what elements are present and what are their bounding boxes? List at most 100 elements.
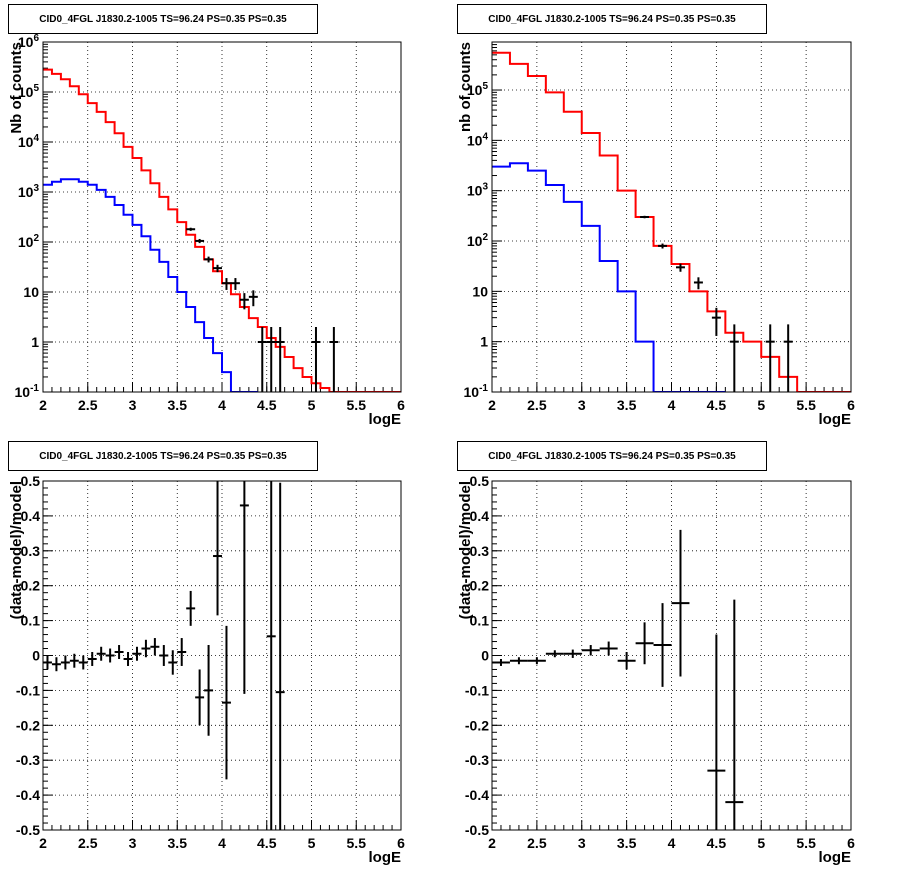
title-top-right: CID0_4FGL J1830.2-1005 TS=96.24 PS=0.35 …	[457, 4, 767, 34]
data-point	[78, 655, 88, 670]
plot-frame	[42, 480, 402, 831]
x-tick-label: 5.5	[796, 397, 816, 413]
x-tick-label: 5	[757, 835, 765, 851]
x-tick-label: 3.5	[617, 397, 637, 413]
data-point	[150, 638, 160, 656]
series-group	[492, 529, 744, 830]
y-tick-label: -0.4	[16, 787, 40, 803]
data-point	[204, 256, 214, 263]
y-tick-label: 106	[18, 33, 40, 50]
data-point	[266, 326, 276, 392]
series-group	[43, 481, 285, 830]
y-tick-label: 0.4	[21, 508, 41, 524]
x-tick-label: 3	[129, 397, 137, 413]
data-point	[141, 639, 151, 658]
data-point	[195, 238, 205, 244]
plot-frame	[491, 41, 852, 393]
y-tick-label: 0.3	[21, 543, 41, 559]
x-tick-label: 2	[488, 397, 496, 413]
x-tick-label: 4	[668, 397, 676, 413]
data-point	[248, 290, 258, 307]
y-tick-label: 102	[18, 233, 40, 250]
data-point	[105, 648, 115, 663]
y-tick-label: 105	[18, 83, 40, 100]
data-point	[671, 529, 690, 677]
data-point	[275, 326, 285, 392]
y-axis-label: (data-model)/model	[8, 481, 25, 619]
y-tick-label: 1	[31, 334, 39, 350]
x-tick-label: 2.5	[78, 397, 98, 413]
data-point	[114, 645, 124, 659]
y-tick-label: 105	[467, 81, 489, 98]
x-tick-label: 3	[578, 397, 586, 413]
y-tick-label: 1	[480, 334, 488, 350]
x-tick-label: 2	[39, 397, 47, 413]
plot-frame	[42, 41, 402, 393]
data-point	[43, 655, 52, 670]
data-point	[177, 638, 187, 666]
data-point	[204, 645, 214, 736]
y-tick-label: 0.5	[470, 473, 490, 489]
data-point	[159, 645, 169, 666]
data-point	[69, 653, 79, 668]
data-point	[653, 603, 672, 687]
plot-area	[43, 42, 401, 392]
chart-tl: 2 2.5 3 3.5 4 4.5 5 5.5 6 10-1 1 10 102 103 104 105 106 l…	[8, 33, 405, 428]
y-tick-label: 0.1	[21, 613, 41, 629]
x-tick-label: 5	[757, 397, 765, 413]
title-top-left: CID0_4FGL J1830.2-1005 TS=96.24 PS=0.35 …	[8, 4, 318, 34]
x-tick-label: 2	[39, 835, 47, 851]
data-point	[617, 652, 636, 670]
y-tick-label: 0.5	[21, 473, 41, 489]
data-point	[213, 264, 222, 273]
y-tick-label: 0.2	[21, 578, 41, 594]
x-tick-label: 5	[308, 397, 316, 413]
x-tick-label: 6	[847, 397, 855, 413]
data-point	[329, 326, 339, 392]
data-point	[711, 307, 721, 336]
y-tick-label: 103	[467, 182, 489, 199]
data-point	[60, 655, 70, 670]
x-tick-label: 4	[668, 835, 676, 851]
data-point	[707, 634, 726, 830]
x-tick-label: 4	[218, 397, 226, 413]
x-tick-label: 6	[397, 835, 405, 851]
data-point	[230, 278, 240, 290]
data-point	[222, 625, 231, 780]
x-tick-label: 5	[308, 835, 316, 851]
data-point	[783, 324, 793, 392]
x-tick-label: 3.5	[168, 835, 188, 851]
data-point	[675, 263, 685, 272]
data-point	[51, 657, 61, 672]
y-tick-label: -0.5	[465, 822, 489, 838]
y-tick-label: 103	[18, 183, 40, 200]
data-point	[658, 243, 668, 249]
data-point	[213, 481, 222, 616]
chart-tr: 2 2.5 3 3.5 4 4.5 5 5.5 6 10-1 1 10 102 103 104 105 logE…	[457, 41, 855, 428]
data-point	[257, 326, 267, 392]
x-tick-label: 4	[218, 835, 226, 851]
data-point	[640, 215, 650, 219]
data-point	[195, 669, 205, 726]
y-tick-label: -0.4	[465, 787, 489, 803]
data-point	[311, 326, 321, 392]
data-point	[693, 277, 703, 290]
series-group	[43, 68, 401, 392]
x-tick-label: 4.5	[257, 397, 277, 413]
y-tick-label: 0	[481, 648, 489, 664]
plot-area	[43, 481, 401, 830]
x-tick-label: 5.5	[347, 835, 367, 851]
x-tick-label: 2.5	[527, 835, 547, 851]
y-tick-label: 0.3	[470, 543, 490, 559]
y-tick-label: -0.3	[465, 752, 489, 768]
y-tick-label: 10	[23, 284, 39, 300]
y-tick-label: 0.1	[470, 613, 490, 629]
y-tick-label: 0.4	[470, 508, 490, 524]
chart-bl: 2 2.5 3 3.5 4 4.5 5 5.5 6 -0.5 -0.4 -0.3 -0.2 -0.1 0 0.…	[8, 473, 405, 866]
x-tick-label: 5.5	[347, 397, 367, 413]
data-point	[222, 278, 231, 290]
data-point	[239, 293, 249, 310]
y-tick-label: 104	[18, 133, 40, 150]
x-tick-label: 3	[578, 835, 586, 851]
